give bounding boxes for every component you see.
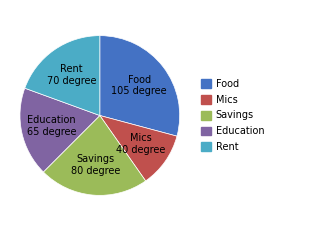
Text: Education
65 degree: Education 65 degree (27, 116, 76, 137)
Wedge shape (100, 116, 177, 181)
Text: Mics
40 degree: Mics 40 degree (116, 133, 165, 155)
Legend: Food, Mics, Savings, Education, Rent: Food, Mics, Savings, Education, Rent (198, 76, 267, 155)
Text: Savings
80 degree: Savings 80 degree (71, 154, 120, 176)
Wedge shape (43, 116, 146, 195)
Text: Food
105 degree: Food 105 degree (111, 75, 167, 96)
Wedge shape (20, 88, 100, 172)
Wedge shape (25, 36, 100, 115)
Text: Rent
70 degree: Rent 70 degree (47, 64, 96, 86)
Wedge shape (100, 36, 180, 136)
